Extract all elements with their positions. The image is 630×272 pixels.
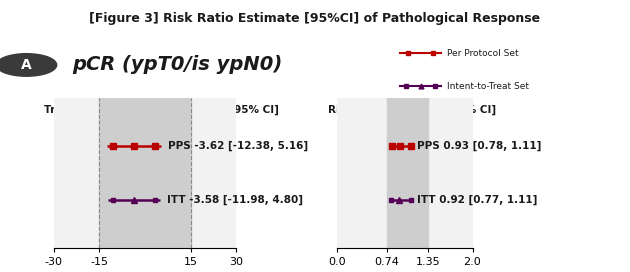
- Text: A: A: [21, 58, 32, 72]
- Text: Per Protocol Set: Per Protocol Set: [447, 49, 519, 58]
- Text: Intent-to-Treat Set: Intent-to-Treat Set: [447, 82, 529, 91]
- Text: pCR (ypT0/is ypN0): pCR (ypT0/is ypN0): [72, 55, 283, 75]
- Text: Treatment Difference estimate [95% CI]: Treatment Difference estimate [95% CI]: [44, 104, 279, 115]
- Text: PPS -3.62 [-12.38, 5.16]: PPS -3.62 [-12.38, 5.16]: [168, 141, 308, 151]
- Text: Risk Ratio estimate [95% CI]: Risk Ratio estimate [95% CI]: [328, 104, 496, 115]
- Bar: [387, 98, 428, 248]
- Text: ITT 0.92 [0.77, 1.11]: ITT 0.92 [0.77, 1.11]: [417, 194, 537, 205]
- Text: ITT -3.58 [-11.98, 4.80]: ITT -3.58 [-11.98, 4.80]: [167, 194, 303, 205]
- Text: [Figure 3] Risk Ratio Estimate [95%CI] of Pathological Response: [Figure 3] Risk Ratio Estimate [95%CI] o…: [89, 12, 541, 25]
- Text: PPS 0.93 [0.78, 1.11]: PPS 0.93 [0.78, 1.11]: [417, 141, 541, 151]
- Bar: [100, 98, 190, 248]
- Circle shape: [0, 54, 57, 76]
